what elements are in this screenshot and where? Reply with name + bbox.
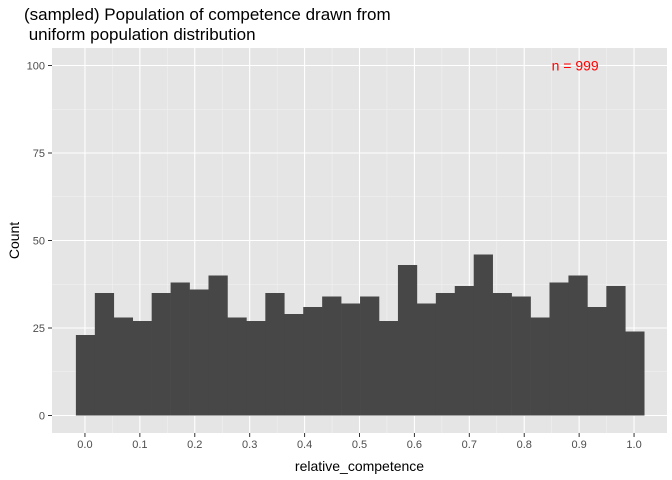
x-tick-label: 0.3 [242,439,257,451]
histogram-bar [303,307,323,416]
histogram-bar [568,275,588,416]
histogram-bar [75,335,96,416]
histogram-bar [284,314,304,416]
x-tick-label: 0.9 [571,439,586,451]
sample-size-annotation: n = 999 [552,58,599,74]
y-tick-label: 100 [27,61,45,73]
histogram-bar [151,293,171,416]
histogram-bar [416,303,437,416]
histogram-bar [625,331,645,416]
y-axis: 0 25 50 75 100 [27,61,52,423]
histogram-bar [322,296,342,416]
histogram-bar [246,321,266,416]
histogram-bar [113,317,134,416]
histogram-bar [587,307,607,416]
histogram-bar [606,286,626,416]
histogram-bar [265,293,285,416]
x-tick-label: 0.4 [297,439,312,451]
x-tick-label: 0.8 [517,439,532,451]
histogram-bar [454,286,475,416]
y-axis-title: Count [6,222,22,259]
y-tick-label: 25 [33,323,45,335]
histogram-bar [473,254,493,416]
x-tick-label: 0.5 [352,439,367,451]
histogram-bar [378,321,399,416]
histogram-bar [511,296,531,416]
histogram-bar [132,321,152,416]
histogram-bars [75,254,645,416]
x-tick-label: 0.7 [462,439,477,451]
chart-title: (sampled) Population of competence drawn… [24,5,391,45]
histogram-bar [435,293,456,416]
x-tick-label: 0.1 [132,439,147,451]
histogram-bar [492,293,512,416]
histogram-bar [208,275,228,416]
chart-title-line-1: (sampled) Population of competence drawn… [24,5,391,24]
y-tick-label: 75 [33,148,45,160]
histogram-bar [170,282,190,416]
histogram-bar [94,293,115,416]
chart-title-line-2: uniform population distribution [24,25,256,44]
histogram-bar [360,296,380,416]
histogram-bar [227,317,247,416]
y-tick-label: 0 [39,411,45,423]
x-axis-title: relative_competence [295,458,424,474]
histogram-bar [341,303,361,416]
y-tick-label: 50 [33,236,45,248]
histogram-bar [189,289,209,416]
histogram-bar [549,282,569,416]
x-tick-label: 0.6 [407,439,422,451]
histogram-bar [530,317,550,416]
x-tick-label: 0.0 [77,439,92,451]
histogram-bar [397,265,418,416]
x-axis: 0.0 0.1 0.2 0.3 0.4 0.5 0.6 0.7 0.8 0.9 1.0 [77,433,642,451]
x-tick-label: 1.0 [626,439,641,451]
x-tick-label: 0.2 [187,439,202,451]
